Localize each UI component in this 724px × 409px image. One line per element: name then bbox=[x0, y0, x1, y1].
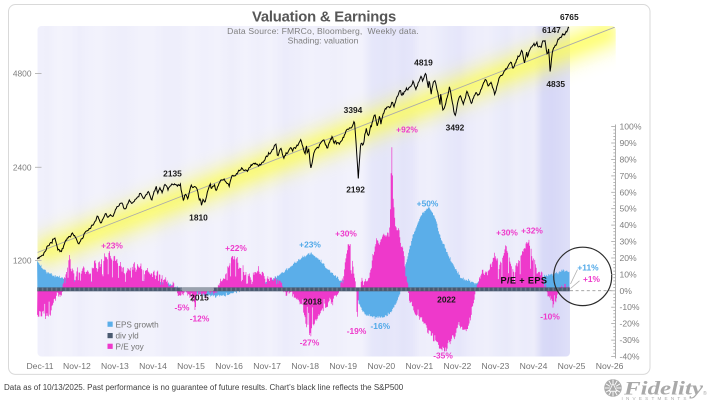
svg-text:EPS growth: EPS growth bbox=[116, 320, 160, 329]
svg-text:1810: 1810 bbox=[189, 213, 208, 223]
svg-text:+22%: +22% bbox=[225, 243, 247, 253]
svg-text:70%: 70% bbox=[620, 171, 638, 181]
svg-text:60%: 60% bbox=[620, 187, 638, 197]
svg-text:Nov-13: Nov-13 bbox=[101, 361, 129, 371]
svg-text:P/E yoy: P/E yoy bbox=[116, 342, 145, 351]
svg-text:+32%: +32% bbox=[521, 226, 543, 236]
svg-text:6147: 6147 bbox=[542, 25, 561, 35]
svg-text:+92%: +92% bbox=[396, 125, 418, 135]
svg-text:+30%: +30% bbox=[335, 229, 357, 239]
svg-text:6765: 6765 bbox=[560, 12, 579, 22]
svg-text:Nov-16: Nov-16 bbox=[215, 361, 243, 371]
svg-text:Nov-23: Nov-23 bbox=[482, 361, 510, 371]
svg-text:0%: 0% bbox=[620, 286, 633, 296]
svg-text:INVESTMENTS: INVESTMENTS bbox=[622, 396, 687, 401]
svg-text:Nov-19: Nov-19 bbox=[329, 361, 357, 371]
svg-text:4800: 4800 bbox=[13, 69, 32, 79]
svg-text:Nov-17: Nov-17 bbox=[253, 361, 281, 371]
svg-text:+30%: +30% bbox=[496, 228, 518, 238]
svg-text:-20%: -20% bbox=[620, 319, 640, 329]
svg-text:Data as of 10/13/2025. Past pe: Data as of 10/13/2025. Past performance … bbox=[4, 383, 404, 392]
svg-text:-27%: -27% bbox=[300, 338, 320, 348]
svg-text:div yld: div yld bbox=[116, 332, 140, 341]
svg-text:Fidelity: Fidelity bbox=[623, 379, 704, 400]
svg-text:Nov-25: Nov-25 bbox=[558, 361, 586, 371]
svg-text:2135: 2135 bbox=[163, 169, 182, 179]
svg-text:Nov-15: Nov-15 bbox=[177, 361, 205, 371]
svg-text:3394: 3394 bbox=[344, 105, 363, 115]
svg-text:P/E + EPS: P/E + EPS bbox=[500, 275, 547, 285]
svg-text:1200: 1200 bbox=[13, 255, 32, 265]
svg-text:10%: 10% bbox=[620, 269, 638, 279]
svg-text:Nov-12: Nov-12 bbox=[63, 361, 91, 371]
svg-text:90%: 90% bbox=[620, 138, 638, 148]
svg-text:2018: 2018 bbox=[303, 297, 322, 307]
svg-text:-30%: -30% bbox=[620, 335, 640, 345]
svg-text:3492: 3492 bbox=[446, 122, 465, 132]
svg-text:+23%: +23% bbox=[101, 241, 123, 251]
svg-text:Nov-24: Nov-24 bbox=[520, 361, 548, 371]
svg-text:20%: 20% bbox=[620, 253, 638, 263]
svg-text:-35%: -35% bbox=[433, 351, 453, 361]
svg-text:-40%: -40% bbox=[620, 352, 640, 362]
svg-text:-10%: -10% bbox=[620, 302, 640, 312]
svg-text:+11%: +11% bbox=[577, 263, 599, 273]
svg-text:80%: 80% bbox=[620, 154, 638, 164]
svg-text:40%: 40% bbox=[620, 220, 638, 230]
svg-text:Nov-18: Nov-18 bbox=[291, 361, 319, 371]
svg-text:4835: 4835 bbox=[546, 79, 565, 89]
svg-text:+23%: +23% bbox=[299, 240, 321, 250]
svg-text:Nov-21: Nov-21 bbox=[405, 361, 433, 371]
svg-text:+50%: +50% bbox=[417, 199, 439, 209]
svg-text:Nov-22: Nov-22 bbox=[444, 361, 472, 371]
svg-text:100%: 100% bbox=[620, 122, 642, 132]
svg-text:2192: 2192 bbox=[346, 185, 365, 195]
svg-text:Shading: valuation: Shading: valuation bbox=[288, 36, 359, 46]
svg-text:-19%: -19% bbox=[347, 326, 367, 336]
svg-text:Nov-20: Nov-20 bbox=[367, 361, 395, 371]
svg-text:®: ® bbox=[703, 390, 707, 397]
svg-text:Nov-14: Nov-14 bbox=[139, 361, 167, 371]
svg-text:Nov-26: Nov-26 bbox=[596, 361, 624, 371]
svg-text:Dec-11: Dec-11 bbox=[26, 361, 53, 371]
svg-text:50%: 50% bbox=[620, 204, 638, 214]
svg-text:-5%: -5% bbox=[175, 303, 190, 313]
svg-text:-10%: -10% bbox=[540, 312, 560, 322]
svg-text:30%: 30% bbox=[620, 237, 638, 247]
svg-text:+1%: +1% bbox=[583, 274, 601, 284]
svg-text:Valuation & Earnings: Valuation & Earnings bbox=[252, 10, 396, 26]
svg-text:-12%: -12% bbox=[190, 314, 210, 324]
svg-text:2400: 2400 bbox=[13, 162, 32, 172]
svg-text:4819: 4819 bbox=[414, 58, 433, 68]
svg-text:-16%: -16% bbox=[371, 321, 391, 331]
svg-text:2022: 2022 bbox=[437, 295, 456, 305]
svg-text:2015: 2015 bbox=[190, 293, 209, 303]
svg-text:Data Source: FMRCo, Bloomberg,: Data Source: FMRCo, Bloomberg, Weekly da… bbox=[227, 26, 419, 36]
